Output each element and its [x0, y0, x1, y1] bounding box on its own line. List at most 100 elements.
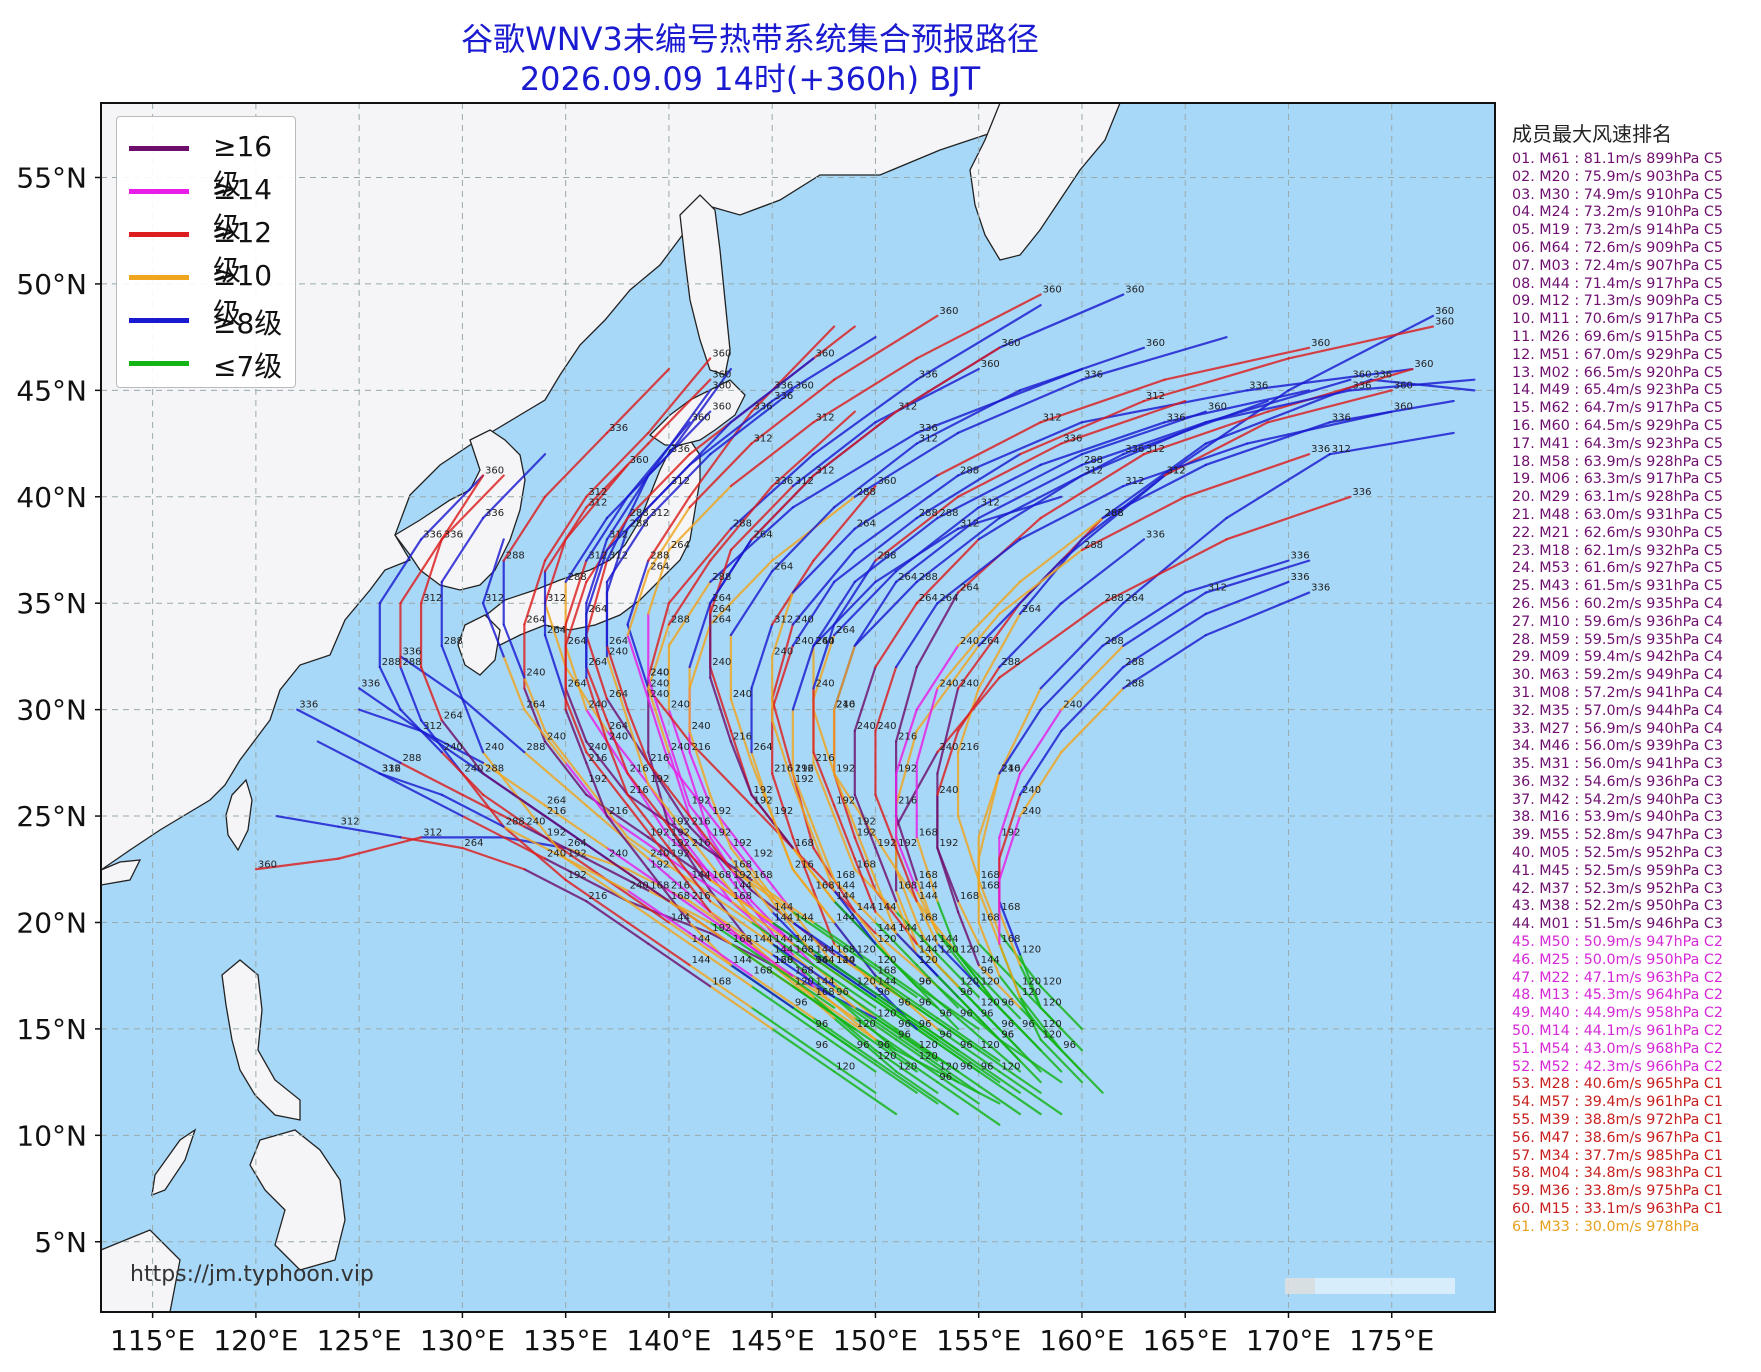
track-hour-label: 192	[671, 817, 690, 828]
track-hour-label: 192	[671, 849, 690, 860]
track-segment	[543, 495, 588, 562]
track-hour-label: 120	[857, 944, 876, 955]
track-segment	[833, 921, 877, 977]
track-segment	[1266, 389, 1393, 424]
track-hour-label: 120	[919, 955, 938, 966]
track-hour-label: 144	[774, 902, 793, 913]
track-hour-label: 336	[671, 444, 690, 455]
track-segment	[956, 378, 1084, 435]
track-hour-label: 312	[340, 817, 359, 828]
track-segment	[1122, 634, 1207, 690]
track-segment	[812, 1017, 877, 1062]
track-hour-label: 216	[898, 732, 917, 743]
track-segment	[254, 857, 340, 871]
track-segment	[956, 665, 1001, 733]
land-luzon	[221, 959, 301, 1121]
track-segment	[894, 665, 918, 743]
track-hour-label: 96	[919, 976, 932, 987]
track-segment	[605, 474, 650, 541]
legend-label: ≥10级	[213, 259, 273, 330]
track-segment	[1101, 591, 1187, 647]
track-segment	[420, 538, 443, 605]
track-segment	[461, 697, 485, 754]
track-hour-label: 264	[754, 742, 773, 753]
track-hour-label: 192	[671, 827, 690, 838]
track-hour-label: 264	[568, 678, 587, 689]
track-segment	[647, 942, 712, 988]
track-segment	[709, 793, 732, 850]
track-segment	[1060, 1049, 1104, 1094]
lon-tick-label: 120°E	[213, 1324, 298, 1357]
track-segment	[502, 495, 547, 562]
track-segment	[771, 591, 794, 658]
ranking-entry: 31. M08 : 57.2m/s 941hPa C4	[1512, 684, 1723, 701]
track-segment	[1080, 421, 1207, 466]
track-segment	[936, 463, 1042, 520]
track-segment	[647, 889, 712, 924]
track-segment	[750, 761, 774, 818]
track-segment	[667, 889, 732, 935]
track-segment	[956, 442, 1063, 498]
track-segment	[874, 932, 939, 988]
track-segment	[771, 963, 836, 1009]
land-palawan	[151, 1128, 197, 1197]
track-segment	[956, 1070, 1022, 1116]
track-segment	[709, 900, 774, 945]
track-hour-label: 264	[526, 614, 545, 625]
track-hour-label: 312	[423, 593, 442, 604]
ranking-entry: 44. M01 : 51.5m/s 946hPa C3	[1512, 916, 1723, 933]
track-segment	[585, 900, 650, 945]
track-segment	[833, 559, 877, 626]
track-segment	[750, 804, 815, 871]
track-hour-label: 240	[650, 678, 669, 689]
track-hour-label: 336	[774, 476, 793, 487]
track-hour-label: 168	[795, 966, 814, 977]
track-segment	[1101, 442, 1207, 520]
track-segment	[833, 1017, 898, 1073]
track-segment	[956, 814, 980, 882]
track-segment	[812, 761, 836, 818]
track-hour-label: 216	[609, 806, 628, 817]
track-hour-label: 240	[692, 721, 711, 732]
track-segment	[812, 634, 836, 701]
ranking-entry: 13. M02 : 66.5m/s 920hPa C5	[1512, 364, 1723, 381]
track-hour-label: 336	[774, 391, 793, 402]
track-hour-label: 336	[1167, 412, 1186, 423]
track-segment	[729, 900, 794, 945]
lon-tick-label: 175°E	[1349, 1324, 1434, 1357]
track-segment	[667, 921, 732, 967]
track-hour-label: 144	[919, 944, 938, 955]
track-hour-label: 312	[650, 508, 669, 519]
track-segment	[874, 1017, 939, 1062]
track-hour-label: 216	[815, 753, 834, 764]
track-segment	[585, 751, 629, 807]
track-segment	[812, 378, 918, 456]
track-hour-label: 264	[774, 561, 793, 572]
track-segment	[564, 697, 588, 754]
track-hour-label: 288	[1105, 508, 1124, 519]
track-segment	[771, 814, 794, 871]
track-segment	[399, 836, 464, 850]
track-segment	[667, 527, 732, 605]
track-segment	[564, 644, 588, 711]
track-hour-label: 312	[1332, 444, 1351, 455]
track-segment	[626, 772, 671, 828]
track-hour-label: 120	[1022, 976, 1041, 987]
longitude-axis: 115°E 120°E 125°E 130°E 135°E 140°E 145°E 150°E…	[110, 1312, 1434, 1357]
track-segment	[771, 953, 836, 999]
track-hour-label: 336	[1063, 434, 1082, 445]
track-hour-label: 312	[898, 402, 917, 413]
track-segment	[874, 495, 960, 562]
track-hour-label: 168	[981, 881, 1000, 892]
track-hour-label: 216	[1001, 763, 1020, 774]
track-segment	[564, 708, 588, 764]
track-hour-label: 144	[671, 912, 690, 923]
track-hour-label: 120	[857, 1019, 876, 1030]
track-segment	[977, 463, 1084, 520]
ranking-entry: 05. M19 : 73.2m/s 914hPa C5	[1512, 222, 1723, 239]
track-hour-label: 264	[609, 721, 628, 732]
track-hour-label: 192	[568, 870, 587, 881]
track-segment	[543, 857, 629, 903]
track-segment	[420, 665, 443, 722]
track-segment	[543, 804, 609, 850]
